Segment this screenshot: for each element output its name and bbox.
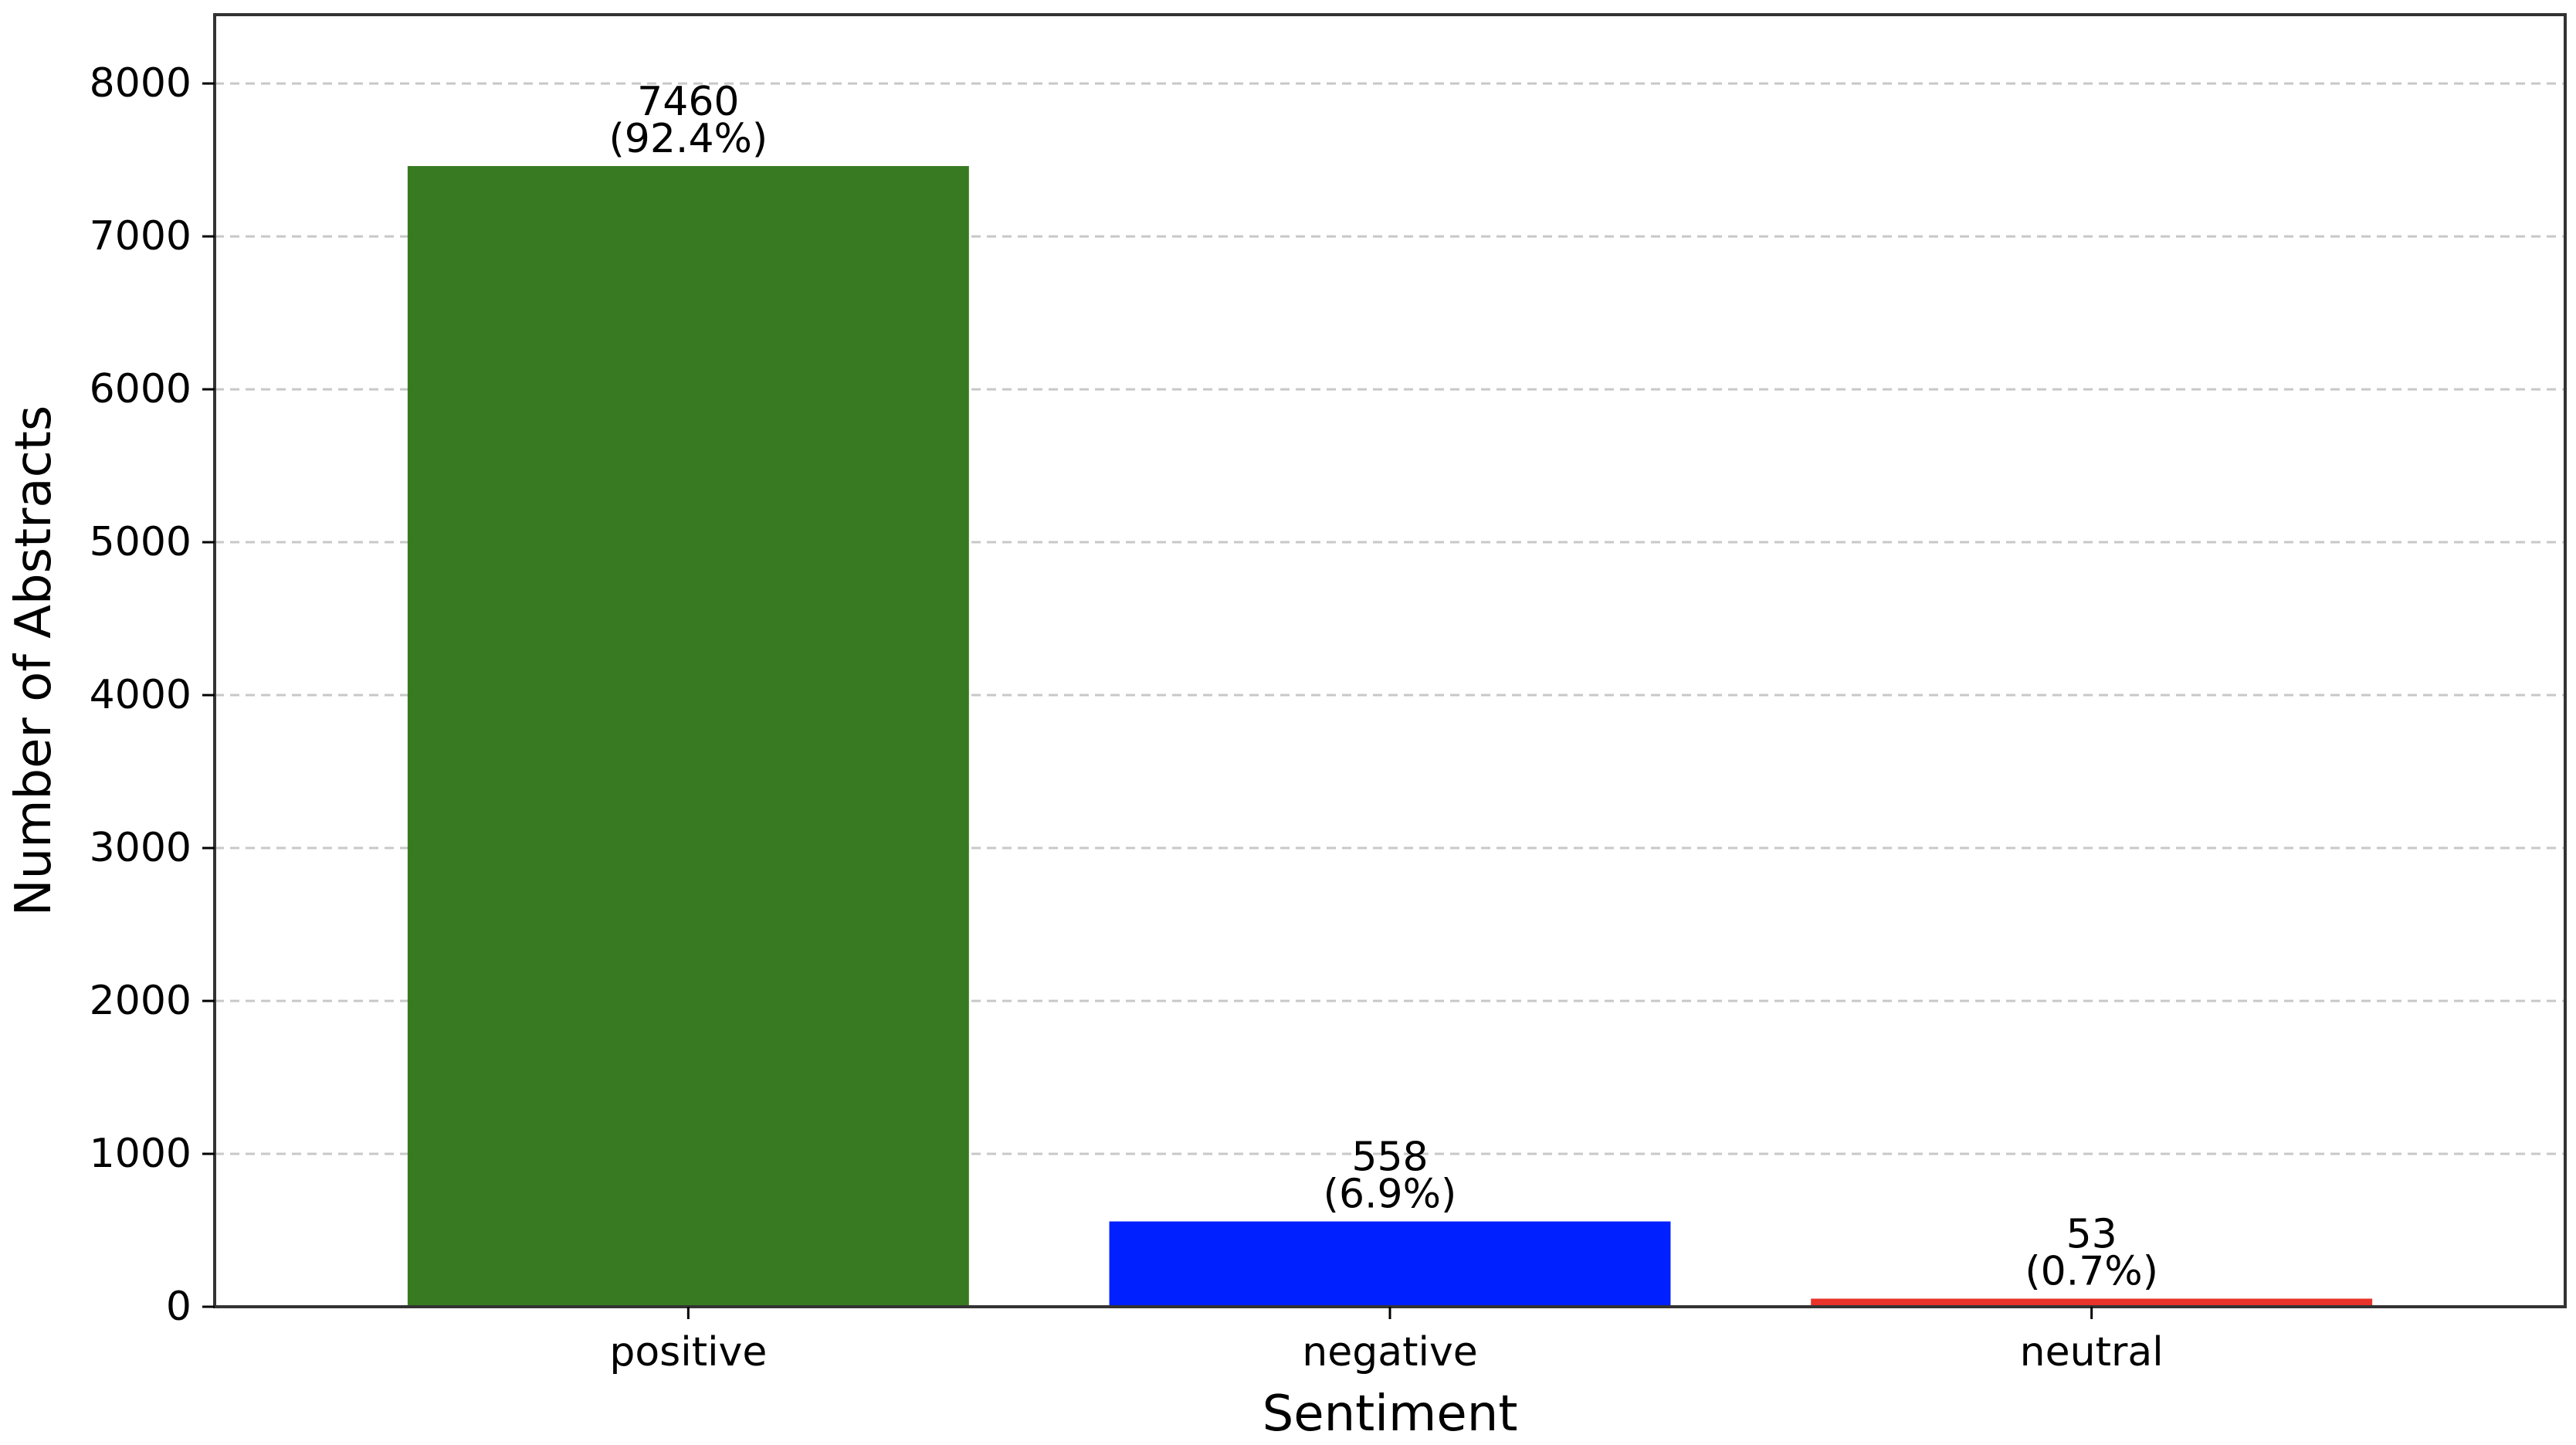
y-tick-label: 5000 [90,519,192,565]
bar-positive [407,166,969,1307]
bars-layer [407,166,2373,1307]
bar-negative [1109,1221,1671,1307]
y-tick-label: 2000 [90,978,192,1024]
x-axis-title: Sentiment [1263,1386,1518,1443]
bar-value-label: 558 [1351,1135,1428,1181]
y-axis-title: Number of Abstracts [5,405,63,916]
y-tick-label: 3000 [90,825,192,871]
bar-neutral [1811,1298,2373,1307]
data-labels-layer: 7460(92.4%) 558(6.9%) 53(0.7%) [608,79,2158,1294]
x-tick-label: negative [1302,1329,1477,1375]
bar-value-label: 53 [2066,1212,2117,1258]
x-ticks-layer: positive negative neutral [609,1307,2164,1375]
bar-percent-label: (92.4%) [608,116,768,162]
y-tick-label: 0 [166,1284,192,1330]
y-tick-label: 4000 [90,672,192,718]
bar-value-label: 7460 [637,79,739,125]
y-tick-label: 6000 [90,366,192,412]
bar-percent-label: (0.7%) [2025,1249,2158,1295]
x-tick-label: positive [609,1329,767,1375]
bar-percent-label: (6.9%) [1324,1172,1457,1218]
y-tick-label: 8000 [90,60,192,107]
y-tick-label: 7000 [90,213,192,259]
y-tick-label: 1000 [90,1131,192,1177]
y-ticks-layer: 0 1000 2000 3000 4000 5000 6000 7000 8000 [90,60,215,1330]
x-tick-label: neutral [2020,1329,2164,1375]
